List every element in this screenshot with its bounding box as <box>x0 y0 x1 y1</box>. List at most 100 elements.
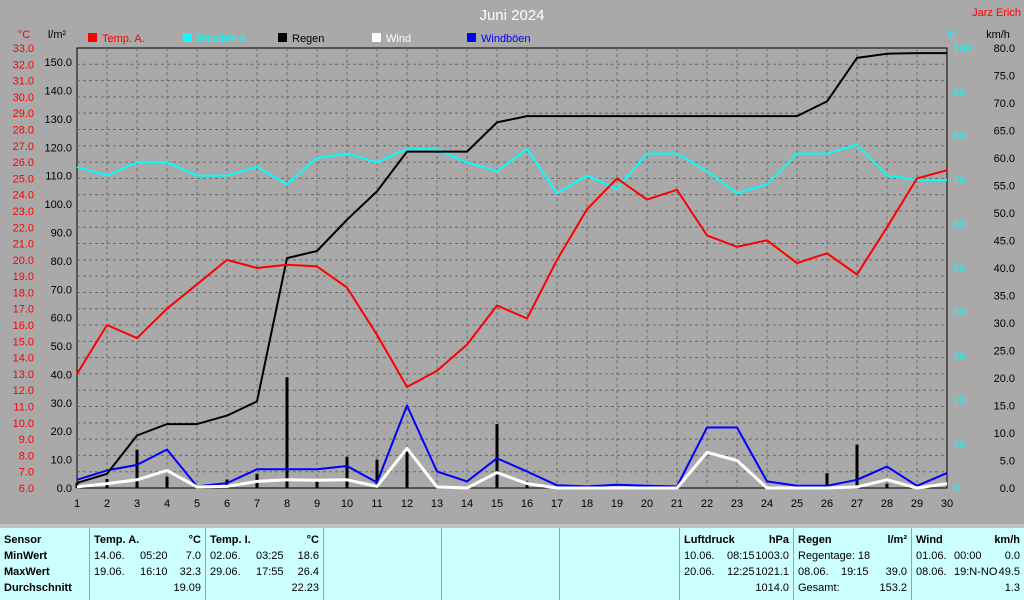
rain-bar <box>165 476 169 488</box>
temp-a-max-date: 19.06. <box>94 566 125 578</box>
wind-min-time: 00:00 <box>954 550 982 562</box>
x-tick-label: 27 <box>851 498 863 510</box>
rain-tick-label: 60.0 <box>51 313 72 325</box>
series-line <box>76 143 947 195</box>
rain-bar <box>405 448 409 488</box>
x-tick-label: 19 <box>611 498 623 510</box>
temp-tick-label: 15.0 <box>13 336 34 348</box>
legend-label: Windböen <box>481 33 531 45</box>
x-tick-label: 15 <box>491 498 503 510</box>
rain-bar <box>345 456 349 488</box>
stats-rain-column: Regen l/m² Regentage: 18 08.06. 19:15 39.0 … <box>794 528 912 600</box>
wind-tick-label: 20.0 <box>994 373 1015 385</box>
temp-a-title: Temp. A. <box>94 534 140 546</box>
rain-tick-label: 70.0 <box>51 284 72 296</box>
rain-tick-label: 80.0 <box>51 256 72 268</box>
rain-tick-label: 130.0 <box>44 114 72 126</box>
humidity-tick-label: 50 <box>953 263 965 275</box>
humidity-tick-label: 80 <box>953 131 965 143</box>
wind-max-time: 19:N-NO <box>954 566 998 578</box>
rain-tick-label: 140.0 <box>44 86 72 98</box>
wind-tick-label: 50.0 <box>994 208 1015 220</box>
temp-i-avg: 22.23 <box>291 582 319 594</box>
rain-bar <box>375 459 379 488</box>
rain-title: Regen <box>798 534 832 546</box>
legend-label: Regen <box>292 33 324 45</box>
x-tick-label: 6 <box>224 498 230 510</box>
legend-swatch <box>88 33 97 42</box>
temp-tick-label: 10.0 <box>13 418 34 430</box>
rain-bar <box>285 377 289 488</box>
stats-empty-column <box>442 528 560 600</box>
temp-a-min-value: 7.0 <box>185 550 201 562</box>
temp-tick-label: 32.0 <box>13 59 34 71</box>
x-tick-label: 12 <box>401 498 413 510</box>
pressure-max-time: 12:25 <box>727 566 755 578</box>
x-tick-label: 24 <box>761 498 773 510</box>
humidity-tick-label: 90 <box>953 87 965 99</box>
wind-avg: 1.3 <box>1004 582 1020 594</box>
temp-i-max-date: 29.06. <box>210 566 241 578</box>
humidity-tick-label: 60 <box>953 219 965 231</box>
rain-tick-label: 110.0 <box>45 171 72 183</box>
tick-labels: 6.07.08.09.010.011.012.013.014.015.016.0… <box>13 43 1015 510</box>
x-tick-label: 4 <box>164 498 170 510</box>
temp-tick-label: 24.0 <box>13 190 34 202</box>
pressure-min-date: 10.06. <box>684 550 715 562</box>
stats-empty-column <box>560 528 680 600</box>
temp-a-min-time: 05:20 <box>140 550 168 562</box>
series-line <box>76 169 948 388</box>
pressure-min-time: 08:15 <box>727 550 755 562</box>
humidity-unit-label: % <box>947 29 957 41</box>
wind-tick-label: 70.0 <box>994 98 1015 110</box>
wind-tick-label: 10.0 <box>994 428 1015 440</box>
rain-days: Regentage: 18 <box>798 550 871 562</box>
author-label: Jarz Erich <box>972 7 1021 19</box>
x-tick-label: 26 <box>821 498 833 510</box>
temp-tick-label: 27.0 <box>13 141 34 153</box>
wind-tick-label: 40.0 <box>994 263 1015 275</box>
rain-max-value: 39.0 <box>885 566 907 578</box>
temp-tick-label: 17.0 <box>13 304 34 316</box>
rain-total: 153.2 <box>879 582 907 594</box>
grid <box>76 47 948 489</box>
temp-tick-label: 14.0 <box>13 353 34 365</box>
temp-i-unit: °C <box>306 534 319 546</box>
temp-i-max-time: 17:55 <box>256 566 284 578</box>
stats-temp-a-column: Temp. A. °C 14.06. 05:20 7.0 19.06. 16:10 32.… <box>90 528 206 600</box>
x-tick-label: 8 <box>284 498 290 510</box>
series-line <box>76 52 947 484</box>
x-tick-label: 29 <box>911 498 923 510</box>
x-tick-label: 2 <box>104 498 110 510</box>
temp-i-min-value: 18.6 <box>297 550 319 562</box>
wind-min-date: 01.06. <box>916 550 947 562</box>
wind-tick-label: 5.0 <box>1000 456 1015 468</box>
temp-tick-label: 7.0 <box>19 467 34 479</box>
temp-tick-label: 33.0 <box>13 43 34 55</box>
x-tick-label: 16 <box>521 498 533 510</box>
temp-tick-label: 26.0 <box>13 157 34 169</box>
stats-sensor-column: Sensor MinWert MaxWert Durchschnitt <box>0 528 90 600</box>
series-line <box>76 446 948 490</box>
temp-tick-label: 21.0 <box>13 239 34 251</box>
temp-tick-label: 30.0 <box>13 92 34 104</box>
wind-tick-label: 25.0 <box>994 346 1015 358</box>
legend-label: Feuchte A. <box>197 33 250 45</box>
rain-max-time: 19:15 <box>841 566 869 578</box>
temp-a-max-time: 16:10 <box>140 566 168 578</box>
wind-tick-label: 55.0 <box>994 181 1015 193</box>
x-tick-label: 23 <box>731 498 743 510</box>
wind-max-value: 49.5 <box>998 566 1020 578</box>
temp-i-max-value: 26.4 <box>297 566 319 578</box>
x-tick-label: 7 <box>254 498 260 510</box>
stats-row-max: MaxWert <box>4 566 50 578</box>
rain-bar <box>855 444 859 488</box>
humidity-tick-label: 30 <box>953 351 965 363</box>
x-tick-label: 22 <box>701 498 713 510</box>
weather-chart: 6.07.08.09.010.011.012.013.014.015.016.0… <box>13 7 1021 510</box>
temp-tick-label: 31.0 <box>13 76 34 88</box>
temp-tick-label: 29.0 <box>13 108 34 120</box>
humidity-tick-label: 100 <box>953 43 971 55</box>
rain-total-label: Gesamt: <box>798 582 840 594</box>
wind-max-date: 08.06. <box>916 566 947 578</box>
